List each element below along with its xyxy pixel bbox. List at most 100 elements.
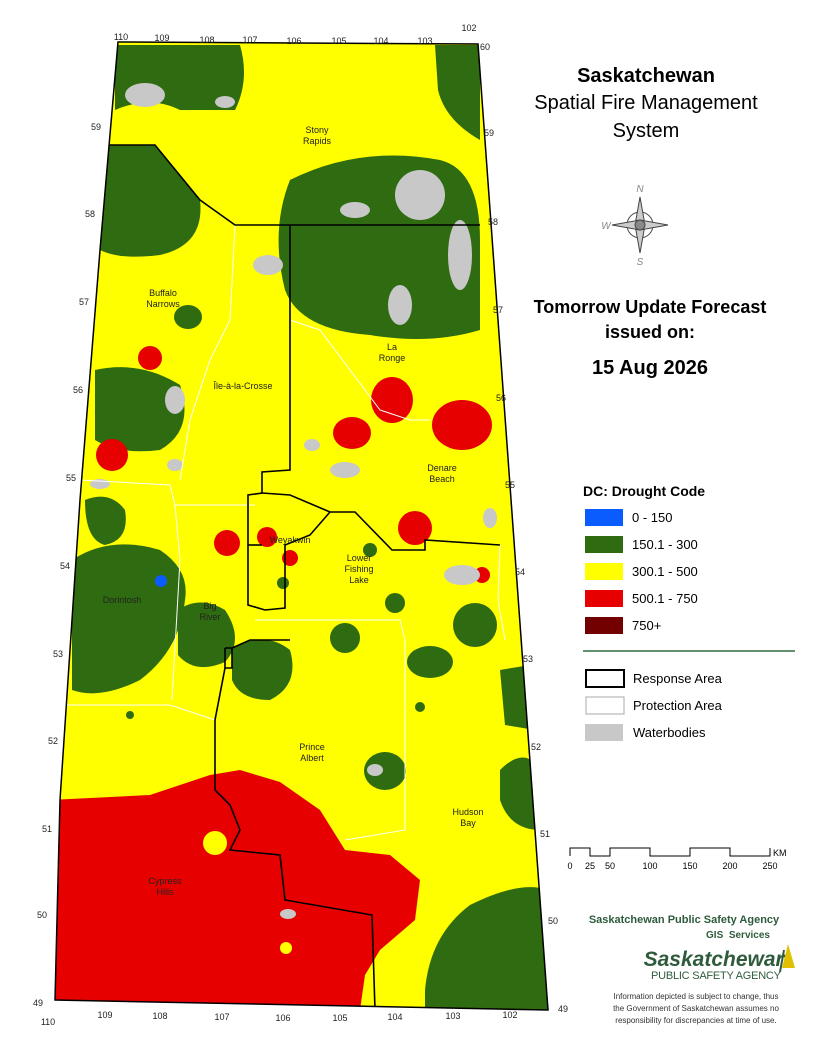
graticule-label: 56	[73, 385, 83, 395]
graticule-label: 52	[531, 742, 541, 752]
graticule-label: 60	[480, 42, 490, 52]
logo-name: Saskatchewan	[644, 948, 789, 971]
disclaimer: the Government of Saskatchewan assumes n…	[613, 1004, 779, 1013]
place-label: Albert	[300, 753, 324, 763]
scale-bar: KM 0 25 50 100 150 200 250	[567, 847, 787, 871]
graticule-label: 50	[548, 916, 558, 926]
legend-label: Protection Area	[633, 698, 723, 713]
graticule-label: 53	[523, 654, 533, 664]
legend-swatch	[585, 563, 623, 580]
logo-mark	[782, 944, 795, 968]
place-label: Île-à-la-Crosse	[212, 381, 272, 391]
scale-label: 50	[605, 861, 615, 871]
subtitle: System	[613, 120, 680, 142]
graticule-label: 106	[275, 1013, 290, 1023]
agency-unit: GIS Services	[706, 930, 770, 941]
graticule-label: 109	[154, 33, 169, 43]
place-label: River	[199, 612, 220, 622]
forecast-date: 15 Aug 2026	[592, 357, 708, 379]
graticule-label: 106	[286, 36, 301, 46]
graticule-label: 59	[91, 122, 101, 132]
graticule-label: 51	[42, 824, 52, 834]
scale-label: 25	[585, 861, 595, 871]
scale-label: 150	[682, 861, 697, 871]
graticule-label: 54	[60, 561, 70, 571]
place-label: Lower	[347, 553, 372, 563]
legend-label: 0 - 150	[632, 510, 672, 525]
legend-swatch	[585, 669, 625, 688]
graticule-label: 107	[214, 1012, 229, 1022]
disclaimer: responsibility for discrepancies at time…	[615, 1016, 776, 1025]
response-areas	[108, 144, 501, 1010]
agency-name: Saskatchewan Public Safety Agency	[589, 914, 780, 926]
graticule-label: 55	[66, 473, 76, 483]
graticule-label: 58	[85, 209, 95, 219]
graticule-label: 49	[558, 1004, 568, 1014]
legend-label: Waterbodies	[633, 725, 706, 740]
place-label: Bay	[460, 818, 476, 828]
legend-swatch	[585, 590, 623, 607]
drought-map	[55, 42, 548, 1010]
legend-swatch	[585, 617, 623, 634]
scale-label: 200	[722, 861, 737, 871]
graticule-label: 109	[97, 1010, 112, 1020]
scale-label: 100	[642, 861, 657, 871]
graticule-label: 110	[114, 32, 128, 42]
graticule-label: 58	[488, 217, 498, 227]
legend-label: 500.1 - 750	[632, 591, 698, 606]
legend-label: 750+	[632, 618, 661, 633]
place-label: Buffalo	[149, 288, 177, 298]
place-label: Narrows	[146, 299, 180, 309]
graticule-label: 102	[461, 23, 476, 33]
compass-letter: W	[601, 221, 612, 232]
graticule-label: 104	[373, 36, 388, 46]
legend: 0 - 150 150.1 - 300 300.1 - 500 500.1 - …	[583, 509, 795, 741]
place-label: Ronge	[379, 353, 406, 363]
graticule-label: 49	[33, 998, 43, 1008]
compass-letter: N	[636, 184, 644, 195]
graticule-label: 110	[41, 1017, 55, 1027]
graticule-label: 57	[493, 305, 503, 315]
province-outline	[54, 41, 549, 1011]
waterbodies	[90, 83, 497, 919]
legend-label: Response Area	[633, 671, 723, 686]
place-label: Rapids	[303, 136, 332, 146]
place-label: Denare	[427, 463, 457, 473]
place-label: Beach	[429, 474, 455, 484]
graticule-label: 108	[152, 1011, 167, 1021]
place-label: Dorintosh	[103, 595, 142, 605]
legend-swatch	[585, 724, 623, 741]
scale-unit: KM	[773, 848, 787, 858]
graticule-label: 52	[48, 736, 58, 746]
place-label: Hills	[157, 887, 174, 897]
scale-label: 0	[567, 861, 572, 871]
graticule-label: 54	[515, 567, 525, 577]
graticule-label: 57	[79, 297, 89, 307]
graticule-label: 108	[199, 35, 214, 45]
legend-title: DC: Drought Code	[583, 483, 705, 499]
graticule-label: 103	[417, 36, 432, 46]
forecast-heading: issued on:	[605, 322, 695, 342]
compass-rose: N W S	[601, 184, 669, 268]
legend-label: 300.1 - 500	[632, 564, 698, 579]
subtitle: Spatial Fire Management	[534, 92, 758, 114]
graticule-label: 105	[332, 1013, 347, 1023]
graticule-label: 55	[505, 480, 515, 490]
graticule-label: 107	[242, 35, 257, 45]
legend-swatch	[585, 696, 625, 715]
protection-areas	[60, 224, 506, 841]
place-label: Lake	[349, 575, 369, 585]
legend-swatch	[585, 536, 623, 553]
graticule-label: 53	[53, 649, 63, 659]
graticule-label: 102	[502, 1010, 517, 1020]
place-label: Hudson	[452, 807, 483, 817]
graticule-label: 51	[540, 829, 550, 839]
place-label: La	[387, 342, 397, 352]
place-label: Fishing	[344, 564, 373, 574]
graticule-label: 105	[331, 36, 346, 46]
legend-swatch	[585, 509, 623, 526]
forecast-heading: Tomorrow Update Forecast	[534, 297, 767, 317]
title: Saskatchewan	[577, 65, 715, 87]
